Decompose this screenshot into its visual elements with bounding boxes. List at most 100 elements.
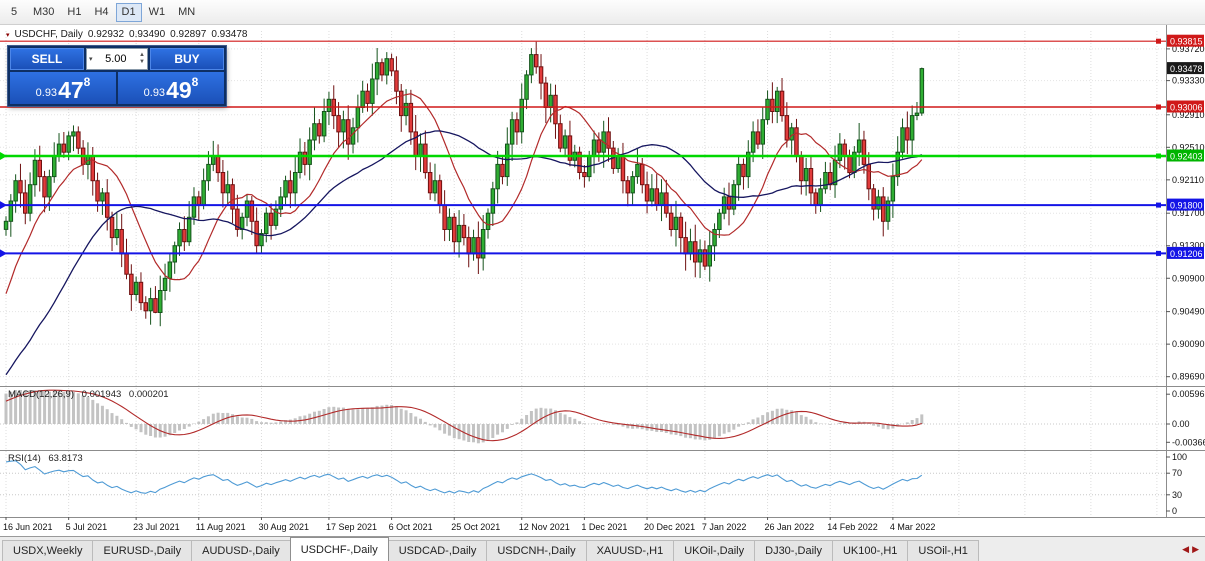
svg-text:0.93720: 0.93720 — [1172, 44, 1205, 54]
panel-frames — [0, 25, 1205, 518]
svg-text:0.92110: 0.92110 — [1172, 175, 1204, 185]
hline-right-marker — [1156, 250, 1161, 256]
timeframe-button-H1[interactable]: H1 — [61, 3, 87, 22]
svg-text:0.93815: 0.93815 — [1170, 37, 1203, 47]
symbol-tab-EURUSD-Daily[interactable]: EURUSD-,Daily — [92, 540, 193, 561]
macd-label: MACD(12,26,9) 0.001943 0.000201 — [8, 389, 174, 400]
ma-slow-line — [5, 130, 923, 376]
volume-increase-icon[interactable]: ▲ — [139, 52, 145, 59]
price-badge — [1167, 198, 1204, 211]
volume-control[interactable]: ▾ ▲ ▼ — [86, 48, 148, 70]
svg-text:23 Jul 2021: 23 Jul 2021 — [133, 522, 180, 532]
macd-axis: 0.00596 0.00 -0.00366 — [1166, 389, 1205, 447]
svg-text:70: 70 — [1172, 468, 1182, 478]
svg-text:16 Jun 2021: 16 Jun 2021 — [3, 522, 53, 532]
hline-left-marker-icon — [0, 201, 7, 210]
timeframe-button-5[interactable]: 5 — [2, 3, 26, 22]
hline-right-marker — [1156, 38, 1161, 44]
buy-price[interactable]: 0.93 49 8 — [118, 72, 224, 104]
svg-text:100: 100 — [1172, 452, 1187, 462]
symbol-tab-USDCNH-Daily[interactable]: USDCNH-,Daily — [486, 540, 587, 561]
buy-price-big: 49 — [166, 77, 192, 104]
chart-header: ▾ USDCHF, Daily 0.92932 0.93490 0.92897 … — [6, 29, 247, 40]
symbol-tab-USOil-H1[interactable]: USOil-,H1 — [907, 540, 979, 561]
symbol-tab-USDCHF-Daily[interactable]: USDCHF-,Daily — [289, 537, 389, 561]
rsi-label: RSI(14) 63.8173 — [8, 453, 88, 464]
svg-text:0: 0 — [1172, 506, 1177, 516]
svg-text:0.92403: 0.92403 — [1170, 152, 1203, 162]
price-axis: 0.93720 0.93330 0.92910 0.92510 0.92110 0.917… — [1166, 44, 1205, 382]
one-click-trading-panel: SELL ▾ ▲ ▼ BUY 0.93 47 8 0.93 49 8 — [8, 46, 226, 106]
macd-name: MACD(12,26,9) — [8, 389, 74, 400]
macd-value-signal: 0.000201 — [128, 389, 169, 400]
hline-right-marker — [1156, 104, 1161, 110]
rsi-line — [5, 460, 923, 494]
timeframe-button-W1[interactable]: W1 — [143, 3, 172, 22]
price-badge — [1167, 62, 1204, 75]
volume-input[interactable] — [94, 53, 127, 65]
timeframe-button-MN[interactable]: MN — [172, 3, 201, 22]
svg-text:0.00596: 0.00596 — [1172, 389, 1205, 399]
timeframe-button-M30[interactable]: M30 — [27, 3, 60, 22]
rsi-value: 63.8173 — [48, 453, 83, 464]
tab-scroll-right-icon[interactable]: ▶ — [1192, 543, 1199, 554]
symbol-tab-AUDUSD-Daily[interactable]: AUDUSD-,Daily — [191, 540, 291, 561]
sell-price-prefix: 0.93 — [35, 87, 58, 99]
symbol-tab-UK100-H1[interactable]: UK100-,H1 — [831, 540, 909, 561]
svg-text:25 Oct 2021: 25 Oct 2021 — [451, 522, 500, 532]
symbol-tab-XAUUSD-H1[interactable]: XAUUSD-,H1 — [585, 540, 675, 561]
symbol-tab-USDCAD-Daily[interactable]: USDCAD-,Daily — [387, 540, 488, 561]
svg-text:11 Aug 2021: 11 Aug 2021 — [196, 522, 246, 532]
price-axis-badges: 0.93815 0.93478 0.93006 0.92403 0.91800 0.912… — [1167, 34, 1204, 259]
svg-text:7 Jan 2022: 7 Jan 2022 — [702, 522, 747, 532]
macd-value-main: 0.001943 — [81, 389, 122, 400]
rsi-axis: 100 70 30 0 — [1166, 452, 1187, 516]
timeframe-button-D1[interactable]: D1 — [115, 2, 142, 22]
price-badge — [1167, 100, 1204, 113]
symbol-tab-USDX-Weekly[interactable]: USDX,Weekly — [2, 540, 94, 561]
buy-price-prefix: 0.93 — [143, 87, 166, 99]
volume-dropdown-icon[interactable]: ▾ — [89, 56, 93, 63]
symbol-tab-UKOil-Daily[interactable]: UKOil-,Daily — [673, 540, 756, 561]
svg-text:26 Jan 2022: 26 Jan 2022 — [765, 522, 815, 532]
svg-text:0.91206: 0.91206 — [1170, 249, 1203, 259]
ohlc-marker-icon: ▾ — [6, 31, 10, 39]
volume-decrease-icon[interactable]: ▼ — [139, 59, 145, 65]
svg-text:30: 30 — [1172, 490, 1182, 500]
svg-text:0.00: 0.00 — [1172, 419, 1190, 429]
svg-text:0.91700: 0.91700 — [1172, 208, 1205, 218]
ohlc-high: 0.93490 — [129, 29, 166, 40]
svg-text:0.90900: 0.90900 — [1172, 273, 1205, 283]
hline-left-marker-icon — [0, 249, 7, 258]
buy-button[interactable]: BUY — [150, 48, 224, 70]
chart-symbol-title: USDCHF, Daily — [14, 29, 83, 40]
buy-price-sup: 8 — [191, 75, 199, 89]
svg-text:0.91800: 0.91800 — [1170, 201, 1203, 211]
ohlc-low: 0.92897 — [170, 29, 207, 40]
horizontal-gridlines — [0, 48, 1166, 378]
svg-text:14 Feb 2022: 14 Feb 2022 — [827, 522, 878, 532]
svg-text:0.93330: 0.93330 — [1172, 76, 1205, 86]
symbol-tab-DJ30-Daily[interactable]: DJ30-,Daily — [754, 540, 833, 561]
svg-text:0.92910: 0.92910 — [1172, 110, 1205, 120]
svg-text:5 Jul 2021: 5 Jul 2021 — [66, 522, 108, 532]
price-badge — [1167, 149, 1204, 162]
sell-price[interactable]: 0.93 47 8 — [10, 72, 116, 104]
rsi-name: RSI(14) — [8, 453, 41, 464]
symbol-tab-bar: USDX,Weekly EURUSD-,Daily AUDUSD-,Daily USD… — [0, 536, 1205, 561]
tab-scroll-left-icon[interactable]: ◀ — [1182, 543, 1190, 554]
timeframe-button-H4[interactable]: H4 — [88, 3, 114, 22]
sell-button[interactable]: SELL — [10, 48, 84, 70]
svg-text:20 Dec 2021: 20 Dec 2021 — [644, 522, 695, 532]
ohlc-open: 0.92932 — [87, 29, 125, 40]
tab-scroll-arrows: ◀ ▶ — [1182, 544, 1199, 555]
price-levels[interactable] — [0, 38, 1166, 258]
svg-text:0.90490: 0.90490 — [1172, 307, 1205, 317]
ma-fast-line — [5, 93, 923, 294]
svg-text:0.92510: 0.92510 — [1172, 142, 1205, 152]
hline-right-marker — [1156, 202, 1161, 208]
ohlc-close: 0.93478 — [211, 29, 248, 40]
svg-text:1 Dec 2021: 1 Dec 2021 — [581, 522, 627, 532]
svg-text:0.93478: 0.93478 — [1170, 64, 1203, 74]
